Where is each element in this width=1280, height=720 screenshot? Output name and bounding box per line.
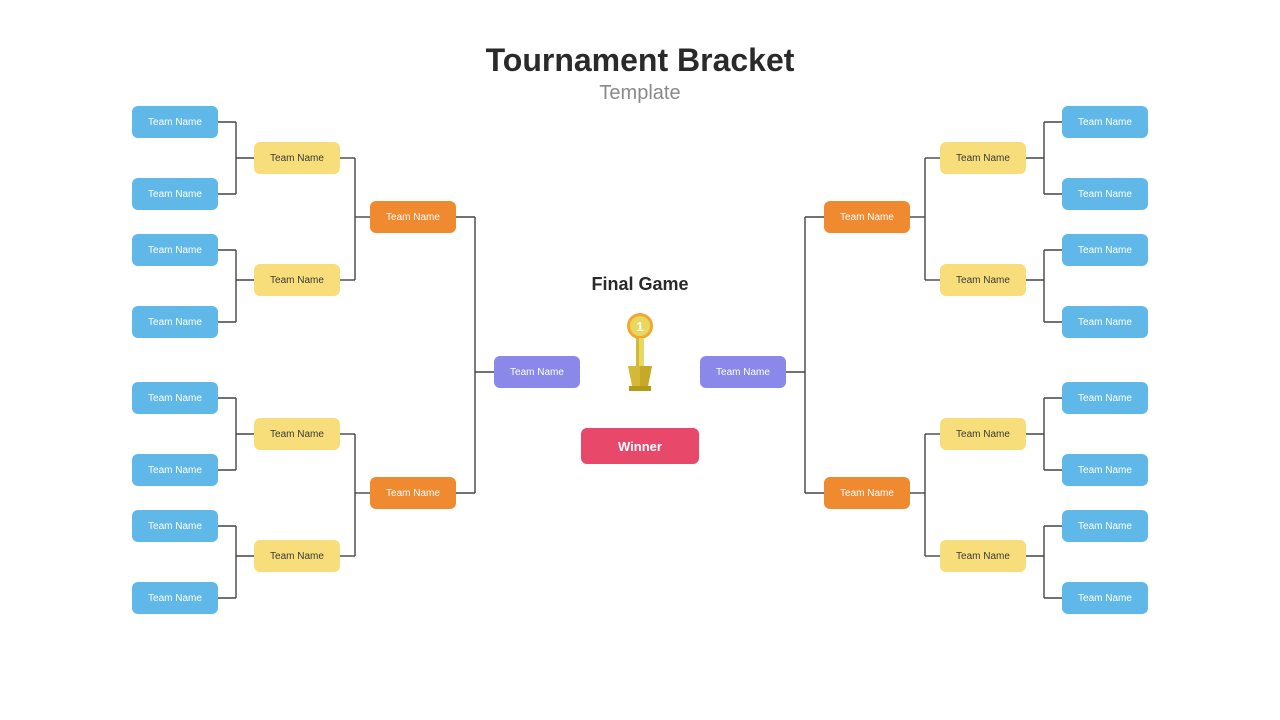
right-r2-2: Team Name bbox=[940, 418, 1026, 450]
left-r2-3: Team Name bbox=[254, 540, 340, 572]
left-r2-2: Team Name bbox=[254, 418, 340, 450]
right-r2-3: Team Name bbox=[940, 540, 1026, 572]
final-game-label: Final Game bbox=[591, 274, 688, 295]
right-r3-0: Team Name bbox=[824, 201, 910, 233]
left-r1-6: Team Name bbox=[132, 510, 218, 542]
right-r1-1: Team Name bbox=[1062, 178, 1148, 210]
left-r1-4: Team Name bbox=[132, 382, 218, 414]
page-title: Tournament Bracket bbox=[486, 42, 795, 79]
right-r1-0: Team Name bbox=[1062, 106, 1148, 138]
right-r1-6: Team Name bbox=[1062, 510, 1148, 542]
svg-text:1: 1 bbox=[636, 319, 643, 334]
trophy-icon: 1 bbox=[615, 312, 665, 407]
right-r1-3: Team Name bbox=[1062, 306, 1148, 338]
left-r1-2: Team Name bbox=[132, 234, 218, 266]
left-r2-1: Team Name bbox=[254, 264, 340, 296]
left-r3-1: Team Name bbox=[370, 477, 456, 509]
left-r1-7: Team Name bbox=[132, 582, 218, 614]
left-r4-0: Team Name bbox=[494, 356, 580, 388]
left-r1-1: Team Name bbox=[132, 178, 218, 210]
right-r2-0: Team Name bbox=[940, 142, 1026, 174]
winner-node: Winner bbox=[581, 428, 699, 464]
left-r3-0: Team Name bbox=[370, 201, 456, 233]
right-r1-2: Team Name bbox=[1062, 234, 1148, 266]
left-r1-3: Team Name bbox=[132, 306, 218, 338]
right-r1-7: Team Name bbox=[1062, 582, 1148, 614]
right-r2-1: Team Name bbox=[940, 264, 1026, 296]
left-r2-0: Team Name bbox=[254, 142, 340, 174]
right-r1-4: Team Name bbox=[1062, 382, 1148, 414]
page-subtitle: Template bbox=[599, 82, 680, 105]
right-r3-1: Team Name bbox=[824, 477, 910, 509]
right-r4-0: Team Name bbox=[700, 356, 786, 388]
left-r1-5: Team Name bbox=[132, 454, 218, 486]
left-r1-0: Team Name bbox=[132, 106, 218, 138]
right-r1-5: Team Name bbox=[1062, 454, 1148, 486]
